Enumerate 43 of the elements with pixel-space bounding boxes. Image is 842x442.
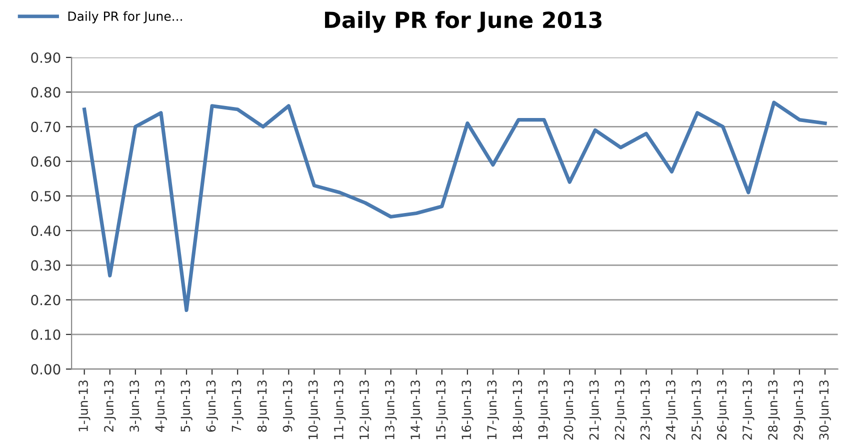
y-tick-label: 0.80 — [31, 87, 60, 98]
y-tick-label: 0.00 — [31, 364, 60, 375]
x-tick-label: 17-Jun-13 — [487, 380, 499, 440]
x-tick-label: 16-Jun-13 — [462, 380, 474, 440]
x-tick-label: 1-Jun-13 — [78, 380, 90, 432]
x-tick-label: 11-Jun-13 — [334, 380, 346, 440]
x-tick-label: 23-Jun-13 — [640, 380, 652, 440]
x-tick-label: 19-Jun-13 — [538, 380, 550, 440]
x-tick-label: 18-Jun-13 — [512, 380, 524, 440]
x-tick-label: 27-Jun-13 — [742, 380, 754, 440]
x-tick-label: 13-Jun-13 — [385, 380, 397, 440]
x-tick-label: 20-Jun-13 — [564, 380, 576, 440]
y-tick-label: 0.30 — [31, 260, 60, 271]
y-tick-label: 0.60 — [31, 156, 60, 167]
x-tick-label: 6-Jun-13 — [206, 380, 218, 432]
x-tick-label: 26-Jun-13 — [717, 380, 729, 440]
x-tick-label: 7-Jun-13 — [232, 380, 244, 432]
y-tick-label: 0.90 — [31, 52, 60, 63]
y-tick-label: 0.20 — [31, 294, 60, 306]
x-tick-label: 8-Jun-13 — [257, 380, 270, 432]
x-tick-label: 12-Jun-13 — [359, 380, 372, 440]
y-tick-label: 0.40 — [31, 226, 60, 236]
x-tick-label: 29-Jun-13 — [794, 380, 806, 440]
x-tick-label: 10-Jun-13 — [308, 380, 320, 440]
x-tick-label: 15-Jun-13 — [436, 380, 448, 440]
y-tick-label: 0.70 — [31, 122, 60, 132]
x-tick-label: 2-Jun-13 — [104, 380, 116, 432]
y-tick-label: 0.10 — [31, 329, 60, 340]
x-tick-label: 4-Jun-13 — [155, 380, 167, 432]
x-tick-label: 28-Jun-13 — [768, 380, 780, 440]
x-tick-label: 3-Jun-13 — [130, 380, 142, 432]
x-tick-label: 22-Jun-13 — [614, 380, 627, 440]
x-tick-label: 5-Jun-13 — [180, 380, 192, 432]
x-tick-label: 21-Jun-13 — [589, 380, 602, 440]
line-series — [82, 100, 827, 312]
x-tick-label: 24-Jun-13 — [666, 380, 678, 440]
chart-title: Daily PR for June 2013 — [325, 11, 602, 33]
y-tick-label: 0.50 — [31, 190, 60, 202]
x-tick-label: 25-Jun-13 — [691, 380, 704, 440]
x-tick-label: 14-Jun-13 — [410, 380, 422, 440]
x-tick-label: 9-Jun-13 — [282, 380, 295, 432]
legend-label: Daily PR for June... — [68, 11, 182, 24]
x-tick-label: 30-Jun-13 — [819, 380, 831, 440]
